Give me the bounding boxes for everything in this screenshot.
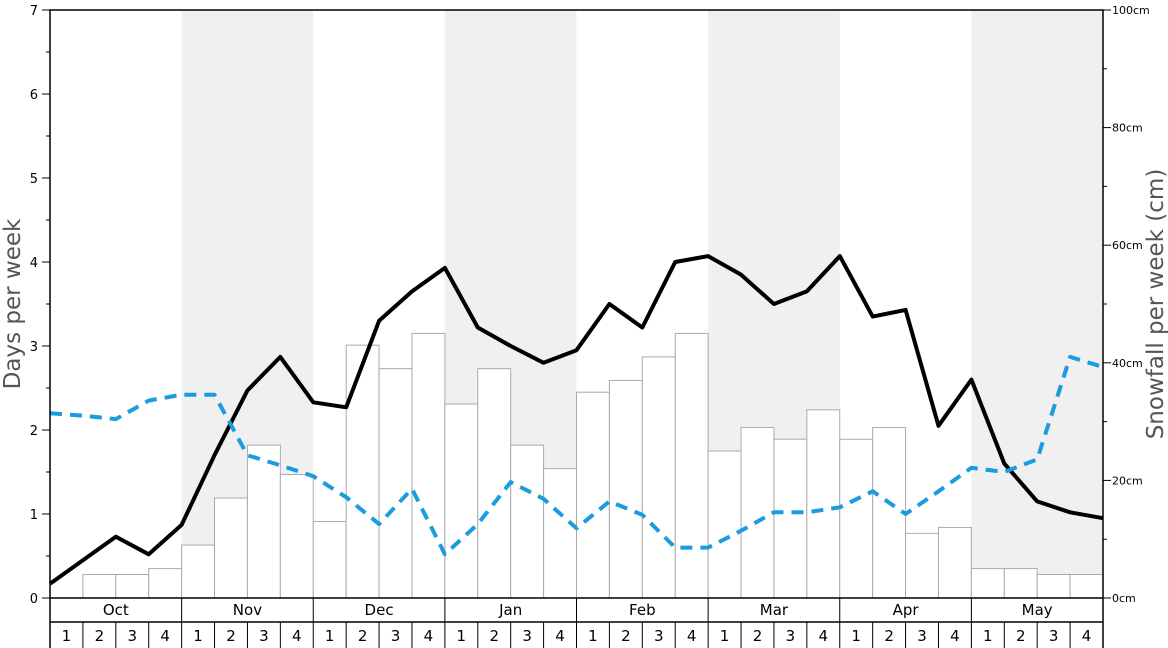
month-label: Feb bbox=[629, 601, 656, 619]
snowfall-bar bbox=[279, 474, 314, 599]
month-label: May bbox=[1022, 601, 1053, 619]
right-tick-label: 0cm bbox=[1112, 592, 1136, 605]
week-label: 1 bbox=[983, 627, 993, 645]
month-label: Jan bbox=[498, 601, 522, 619]
solid-line bbox=[48, 254, 1104, 586]
right-tick-label: 20cm bbox=[1112, 474, 1143, 487]
week-label: 4 bbox=[160, 627, 170, 645]
month-shading bbox=[181, 10, 1103, 598]
week-label: 2 bbox=[489, 627, 499, 645]
left-tick-label: 1 bbox=[30, 508, 38, 523]
left-tick-label: 2 bbox=[30, 424, 38, 439]
snowfall-bar bbox=[1069, 573, 1104, 599]
snowfall-bar bbox=[1003, 568, 1038, 599]
week-label: 1 bbox=[720, 627, 730, 645]
month-label: Nov bbox=[233, 601, 262, 619]
snowfall-bar bbox=[806, 409, 841, 599]
snowfall-bar bbox=[839, 438, 874, 599]
snowfall-bar bbox=[214, 497, 248, 599]
week-label: 2 bbox=[226, 627, 236, 645]
week-label: 1 bbox=[325, 627, 335, 645]
snowfall-bar bbox=[576, 391, 610, 599]
month-label: Mar bbox=[760, 601, 789, 619]
snowfall-bar bbox=[444, 403, 479, 599]
month-label: Oct bbox=[103, 601, 129, 619]
snowfall-bar bbox=[740, 426, 775, 599]
week-label: 2 bbox=[358, 627, 368, 645]
snowfall-bar bbox=[937, 526, 972, 599]
week-label: 4 bbox=[555, 627, 565, 645]
snowfall-bar bbox=[312, 521, 347, 599]
week-label: 2 bbox=[1016, 627, 1026, 645]
snowfall-bar bbox=[905, 532, 939, 599]
week-label: 2 bbox=[884, 627, 894, 645]
snowfall-bar bbox=[543, 468, 577, 599]
week-label: 1 bbox=[193, 627, 203, 645]
right-axis: 0cm 20cm 40cm 60cm 80cm 100cm bbox=[1103, 4, 1150, 605]
week-label: 3 bbox=[917, 627, 927, 645]
week-label: 4 bbox=[950, 627, 960, 645]
week-label: 4 bbox=[1082, 627, 1092, 645]
snowfall-bar bbox=[82, 573, 117, 599]
snowfall-bar bbox=[674, 332, 709, 599]
dashed-line bbox=[49, 354, 1104, 557]
right-tick-label: 40cm bbox=[1112, 357, 1143, 370]
left-tick-label: 4 bbox=[30, 256, 38, 271]
snowfall-bar bbox=[115, 573, 150, 599]
snowfall-bar bbox=[608, 379, 643, 599]
snowfall-bar bbox=[872, 426, 907, 599]
snowfall-bar bbox=[477, 368, 512, 599]
snowfall-bar bbox=[970, 568, 1005, 599]
snowfall-bar bbox=[345, 344, 380, 599]
snowfall-bar bbox=[411, 332, 446, 599]
right-tick-label: 100cm bbox=[1112, 4, 1150, 17]
left-tick-label: 6 bbox=[30, 88, 38, 103]
snowfall-bar bbox=[148, 568, 183, 599]
week-label: 3 bbox=[654, 627, 664, 645]
week-label: 4 bbox=[819, 627, 829, 645]
month-label: Apr bbox=[893, 601, 920, 619]
week-label: 3 bbox=[1049, 627, 1059, 645]
left-tick-label: 7 bbox=[30, 4, 38, 19]
left-tick-label: 5 bbox=[30, 172, 38, 187]
week-label: 1 bbox=[457, 627, 467, 645]
week-label: 3 bbox=[522, 627, 532, 645]
week-label: 3 bbox=[259, 627, 269, 645]
week-label: 3 bbox=[127, 627, 137, 645]
right-axis-title: Snowfall per week (cm) bbox=[1143, 169, 1168, 440]
week-label: 2 bbox=[95, 627, 105, 645]
week-label: 3 bbox=[786, 627, 796, 645]
snowfall-bar bbox=[707, 450, 742, 599]
week-label: 1 bbox=[588, 627, 598, 645]
snowfall-bar bbox=[181, 544, 216, 599]
right-tick-label: 80cm bbox=[1112, 122, 1143, 135]
week-label: 4 bbox=[687, 627, 697, 645]
left-axis-title: Days per week bbox=[0, 218, 26, 389]
x-axis-calendar: Oct 1 2 3 4 Nov 1 2 3 4 Dec 1 2 3 4 Jan 1 2 3 4 Feb 1 2 3 4 Mar 1 2… bbox=[49, 598, 1104, 648]
week-label: 3 bbox=[391, 627, 401, 645]
left-tick-label: 0 bbox=[30, 592, 38, 607]
left-axis: 0 1 2 3 4 5 6 7 bbox=[30, 4, 50, 607]
week-label: 2 bbox=[753, 627, 763, 645]
week-label: 4 bbox=[424, 627, 434, 645]
right-tick-label: 60cm bbox=[1112, 239, 1143, 252]
snowfall-bar bbox=[510, 444, 545, 599]
snowfall-bar bbox=[378, 368, 413, 599]
week-label: 1 bbox=[62, 627, 72, 645]
snowfall-bar bbox=[641, 356, 676, 599]
week-label: 2 bbox=[621, 627, 631, 645]
snowfall-bar bbox=[1036, 573, 1071, 599]
shaded-month-may bbox=[971, 10, 1103, 598]
week-label: 1 bbox=[851, 627, 861, 645]
month-label: Dec bbox=[365, 601, 394, 619]
snowfall-bar bbox=[773, 438, 808, 599]
week-label: 4 bbox=[292, 627, 302, 645]
left-tick-label: 3 bbox=[30, 340, 38, 355]
snowfall-bar bbox=[246, 444, 281, 599]
day-lines bbox=[48, 254, 1104, 586]
